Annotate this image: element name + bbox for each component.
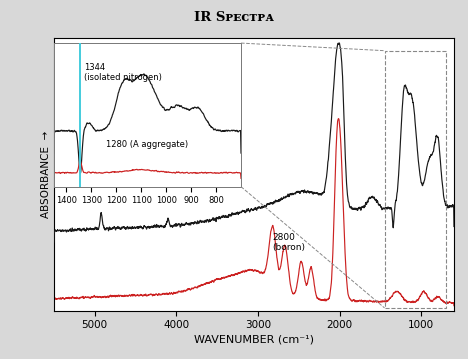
X-axis label: WAVENUMBER (cm⁻¹): WAVENUMBER (cm⁻¹) (194, 335, 314, 344)
Text: 1280 (A aggregate): 1280 (A aggregate) (106, 140, 188, 149)
Text: 1344
(isolated nitrogen): 1344 (isolated nitrogen) (84, 63, 161, 83)
Y-axis label: ABSORBANCE  →: ABSORBANCE → (41, 130, 51, 218)
Text: 2800
(boron): 2800 (boron) (273, 233, 306, 252)
Bar (385, 51, 446, 308)
Text: IR Sᴘᴇᴄᴛᴘᴀ: IR Sᴘᴇᴄᴛᴘᴀ (194, 11, 274, 24)
